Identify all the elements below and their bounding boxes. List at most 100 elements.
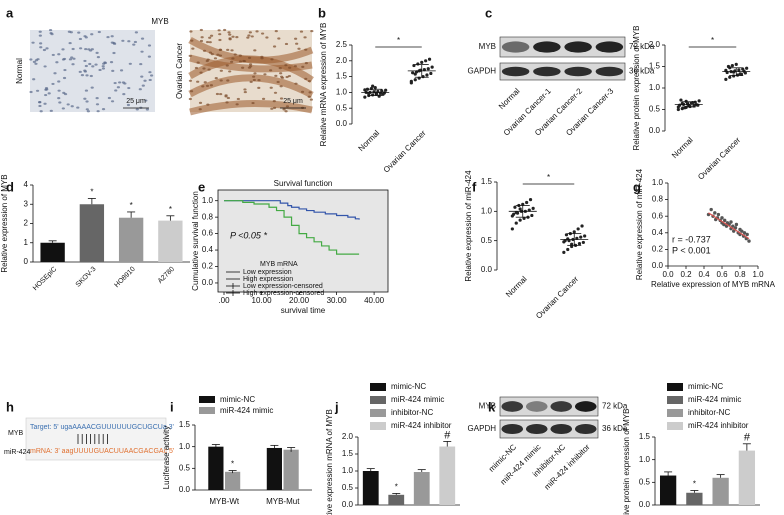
annotation: P <0.05 * bbox=[230, 230, 267, 240]
cell-nucleus bbox=[121, 39, 125, 42]
y-tick-label: 1.5 bbox=[179, 420, 191, 429]
cell-nucleus bbox=[101, 108, 106, 111]
y-tick-label: 0.8 bbox=[202, 212, 214, 221]
cell-nucleus bbox=[71, 47, 75, 51]
legend-label: Low expression-censored bbox=[243, 283, 323, 290]
cell-nucleus bbox=[208, 41, 212, 44]
cell-nucleus bbox=[126, 103, 131, 107]
cell-nucleus bbox=[62, 76, 67, 80]
cell-nucleus bbox=[35, 89, 40, 92]
y-tick-label: 0 bbox=[24, 257, 29, 266]
bar bbox=[225, 471, 241, 490]
y-tick-label: 1.0 bbox=[179, 442, 191, 451]
y-tick-label: 1.0 bbox=[336, 88, 348, 97]
cell-nucleus bbox=[51, 82, 55, 86]
cell-nucleus bbox=[279, 85, 283, 88]
cell-nucleus bbox=[310, 30, 314, 33]
data-point bbox=[510, 227, 514, 231]
data-point bbox=[377, 94, 381, 98]
legend-label: inhibitor-NC bbox=[688, 408, 730, 417]
cell-nucleus bbox=[279, 97, 284, 100]
blot-band bbox=[533, 66, 561, 77]
data-point bbox=[731, 224, 735, 228]
data-point bbox=[742, 231, 747, 235]
cell-nucleus bbox=[29, 90, 33, 94]
y-tick-label: 0.6 bbox=[652, 211, 664, 220]
cell-nucleus bbox=[272, 45, 277, 48]
cell-nucleus bbox=[207, 68, 211, 71]
panel-letter: i bbox=[170, 399, 174, 414]
y-tick-label: 2.0 bbox=[649, 40, 661, 49]
y-tick-label: 1.0 bbox=[481, 206, 493, 215]
cell-nucleus bbox=[84, 64, 88, 68]
legend-label: mimic-NC bbox=[220, 395, 255, 404]
cell-nucleus bbox=[34, 62, 38, 65]
data-point bbox=[684, 99, 688, 103]
cell-nucleus bbox=[284, 64, 288, 67]
cell-nucleus bbox=[203, 81, 207, 84]
data-point bbox=[380, 89, 384, 93]
legend-label: miR-424 mimic bbox=[688, 395, 741, 404]
significance-label: * bbox=[397, 36, 400, 45]
survival-curve bbox=[224, 200, 360, 255]
cell-nucleus bbox=[269, 86, 273, 89]
data-point bbox=[518, 218, 522, 222]
blot-band bbox=[550, 423, 573, 435]
cell-nucleus bbox=[218, 33, 222, 36]
legend-title: MYB mRNA bbox=[260, 261, 298, 268]
cell-nucleus bbox=[189, 90, 194, 93]
cell-nucleus bbox=[127, 40, 131, 43]
cell-nucleus bbox=[83, 35, 87, 38]
cell-nucleus bbox=[88, 62, 92, 66]
cell-nucleus bbox=[70, 105, 74, 108]
size-label: 72 kDa bbox=[629, 42, 655, 51]
data-point bbox=[724, 77, 728, 81]
cell-nucleus bbox=[38, 101, 42, 104]
data-point bbox=[716, 212, 721, 217]
cell-nucleus bbox=[111, 69, 115, 73]
significance-label: # bbox=[444, 429, 451, 441]
cell-nucleus bbox=[29, 58, 33, 61]
cell-nucleus bbox=[252, 78, 256, 82]
y-axis-label: Relative expression mRNA of MYB bbox=[325, 409, 334, 515]
panel-letter: a bbox=[6, 5, 14, 20]
bar bbox=[712, 477, 729, 505]
data-point bbox=[694, 103, 699, 107]
y-tick-label: 0.0 bbox=[179, 485, 191, 494]
cell-nucleus bbox=[199, 71, 203, 74]
panel-letter: e bbox=[198, 179, 205, 194]
cell-nucleus bbox=[270, 107, 274, 110]
data-point bbox=[697, 99, 701, 103]
bar bbox=[40, 242, 65, 262]
cell-nucleus bbox=[39, 46, 43, 49]
blot-band bbox=[525, 423, 548, 435]
cell-nucleus bbox=[43, 65, 47, 68]
target-sequence: Target: 5' ugaAAAACGUUUUUUGCUGCUa 3' bbox=[30, 424, 174, 431]
data-point bbox=[514, 221, 518, 225]
cell-nucleus bbox=[228, 37, 232, 40]
data-point bbox=[581, 240, 585, 245]
cell-nucleus bbox=[293, 65, 297, 68]
cell-nucleus bbox=[110, 41, 114, 44]
y-axis-label: Relative protein expression of MYB bbox=[632, 26, 641, 151]
cell-nucleus bbox=[300, 90, 305, 93]
cell-nucleus bbox=[308, 91, 312, 94]
cell-nucleus bbox=[219, 79, 223, 82]
cell-nucleus bbox=[253, 49, 257, 52]
blot-band bbox=[595, 41, 624, 53]
cell-nucleus bbox=[307, 95, 311, 98]
cell-nucleus bbox=[69, 31, 73, 34]
legend-label: mimic-NC bbox=[688, 382, 723, 391]
bar bbox=[659, 475, 677, 505]
x-tick-label: 10.00 bbox=[252, 296, 273, 305]
data-point bbox=[732, 74, 736, 78]
x-tick-label: 30.00 bbox=[327, 296, 348, 305]
cell-nucleus bbox=[238, 54, 242, 57]
cell-nucleus bbox=[250, 35, 254, 38]
cell-nucleus bbox=[226, 79, 230, 82]
cell-nucleus bbox=[119, 69, 124, 72]
data-point bbox=[730, 64, 734, 68]
significance-label: * bbox=[231, 460, 234, 469]
data-point bbox=[363, 88, 367, 92]
